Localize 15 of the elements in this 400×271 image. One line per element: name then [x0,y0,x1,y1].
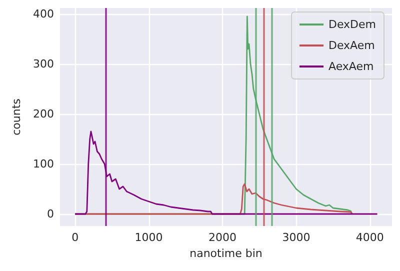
x-axis-title: nanotime bin [190,247,262,260]
y-tick-label: 100 [33,158,54,170]
x-tick-label: 2000 [208,231,236,244]
y-axis-title: counts [10,98,23,136]
legend-label: AexAem [328,60,374,73]
x-tick-label: 4000 [356,231,384,244]
x-tick-label: 1000 [134,231,163,244]
y-tick-label: 200 [33,108,54,120]
y-tick-label: 0 [47,208,54,220]
x-tick-label: 0 [72,231,79,244]
y-tick-label: 400 [33,8,54,20]
x-tick-label: 3000 [282,231,310,244]
legend-label: DexDem [328,18,376,31]
legend-label: DexAem [328,39,375,52]
y-tick-label: 300 [33,58,54,70]
